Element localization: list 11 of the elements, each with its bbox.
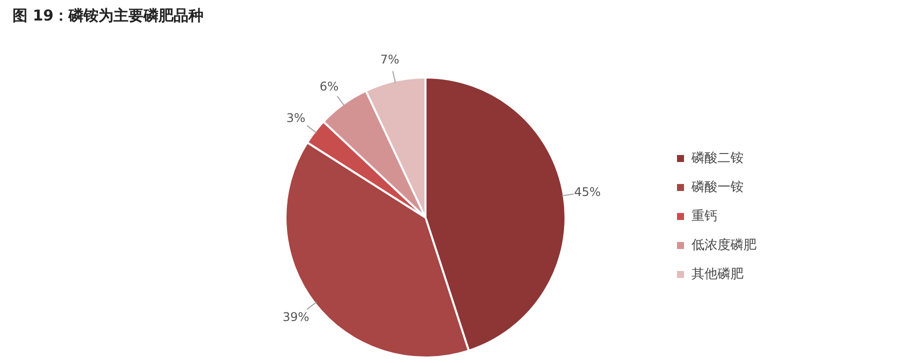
data-label: 7%	[380, 52, 400, 66]
legend-label: 其他磷肥	[692, 267, 744, 282]
data-label: 3%	[286, 111, 306, 126]
legend-label: 重钙	[692, 209, 718, 224]
legend-label: 磷酸一铵	[690, 180, 744, 195]
legend-label: 低浓度磷肥	[692, 237, 756, 253]
text: 图 19：磷铵为主要磷肥品种	[12, 6, 204, 24]
data-label: 6%	[320, 79, 339, 94]
data-label: 45%	[574, 185, 601, 200]
data-label: 39%	[282, 310, 310, 324]
legend-label: 磷酸二铵	[690, 151, 744, 166]
